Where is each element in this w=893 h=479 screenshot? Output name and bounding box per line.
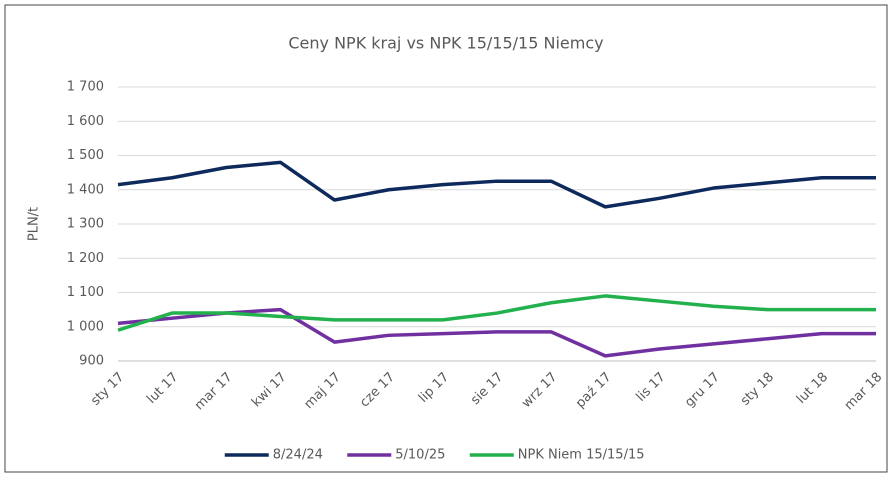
legend-label: NPK Niem 15/15/15 [518,448,645,463]
y-tick-label: 1 000 [67,319,104,334]
line-series [117,307,876,358]
y-tick-label: 1 400 [67,182,104,197]
y-tick-label: 900 [79,354,104,369]
line-series [117,294,876,332]
y-tick-label: 1 600 [67,114,104,129]
legend: 8/24/24 5/10/25 NPK Niem 15/15/15 [224,448,645,463]
chart-frame [4,4,888,473]
chart-title: Ceny NPK kraj vs NPK 15/15/15 Niemcy [288,34,603,53]
line-series [117,160,876,209]
legend-label: 8/24/24 [273,448,323,463]
y-tick-label: 1 200 [67,251,104,266]
y-tick-label: 1 500 [67,148,104,163]
y-tick-label: 1 100 [67,285,104,300]
y-axis-label: PLN/t [27,207,42,241]
legend-label: 5/10/25 [395,448,445,463]
y-tick-label: 1 300 [67,217,104,232]
y-tick-label: 1 700 [67,80,104,95]
